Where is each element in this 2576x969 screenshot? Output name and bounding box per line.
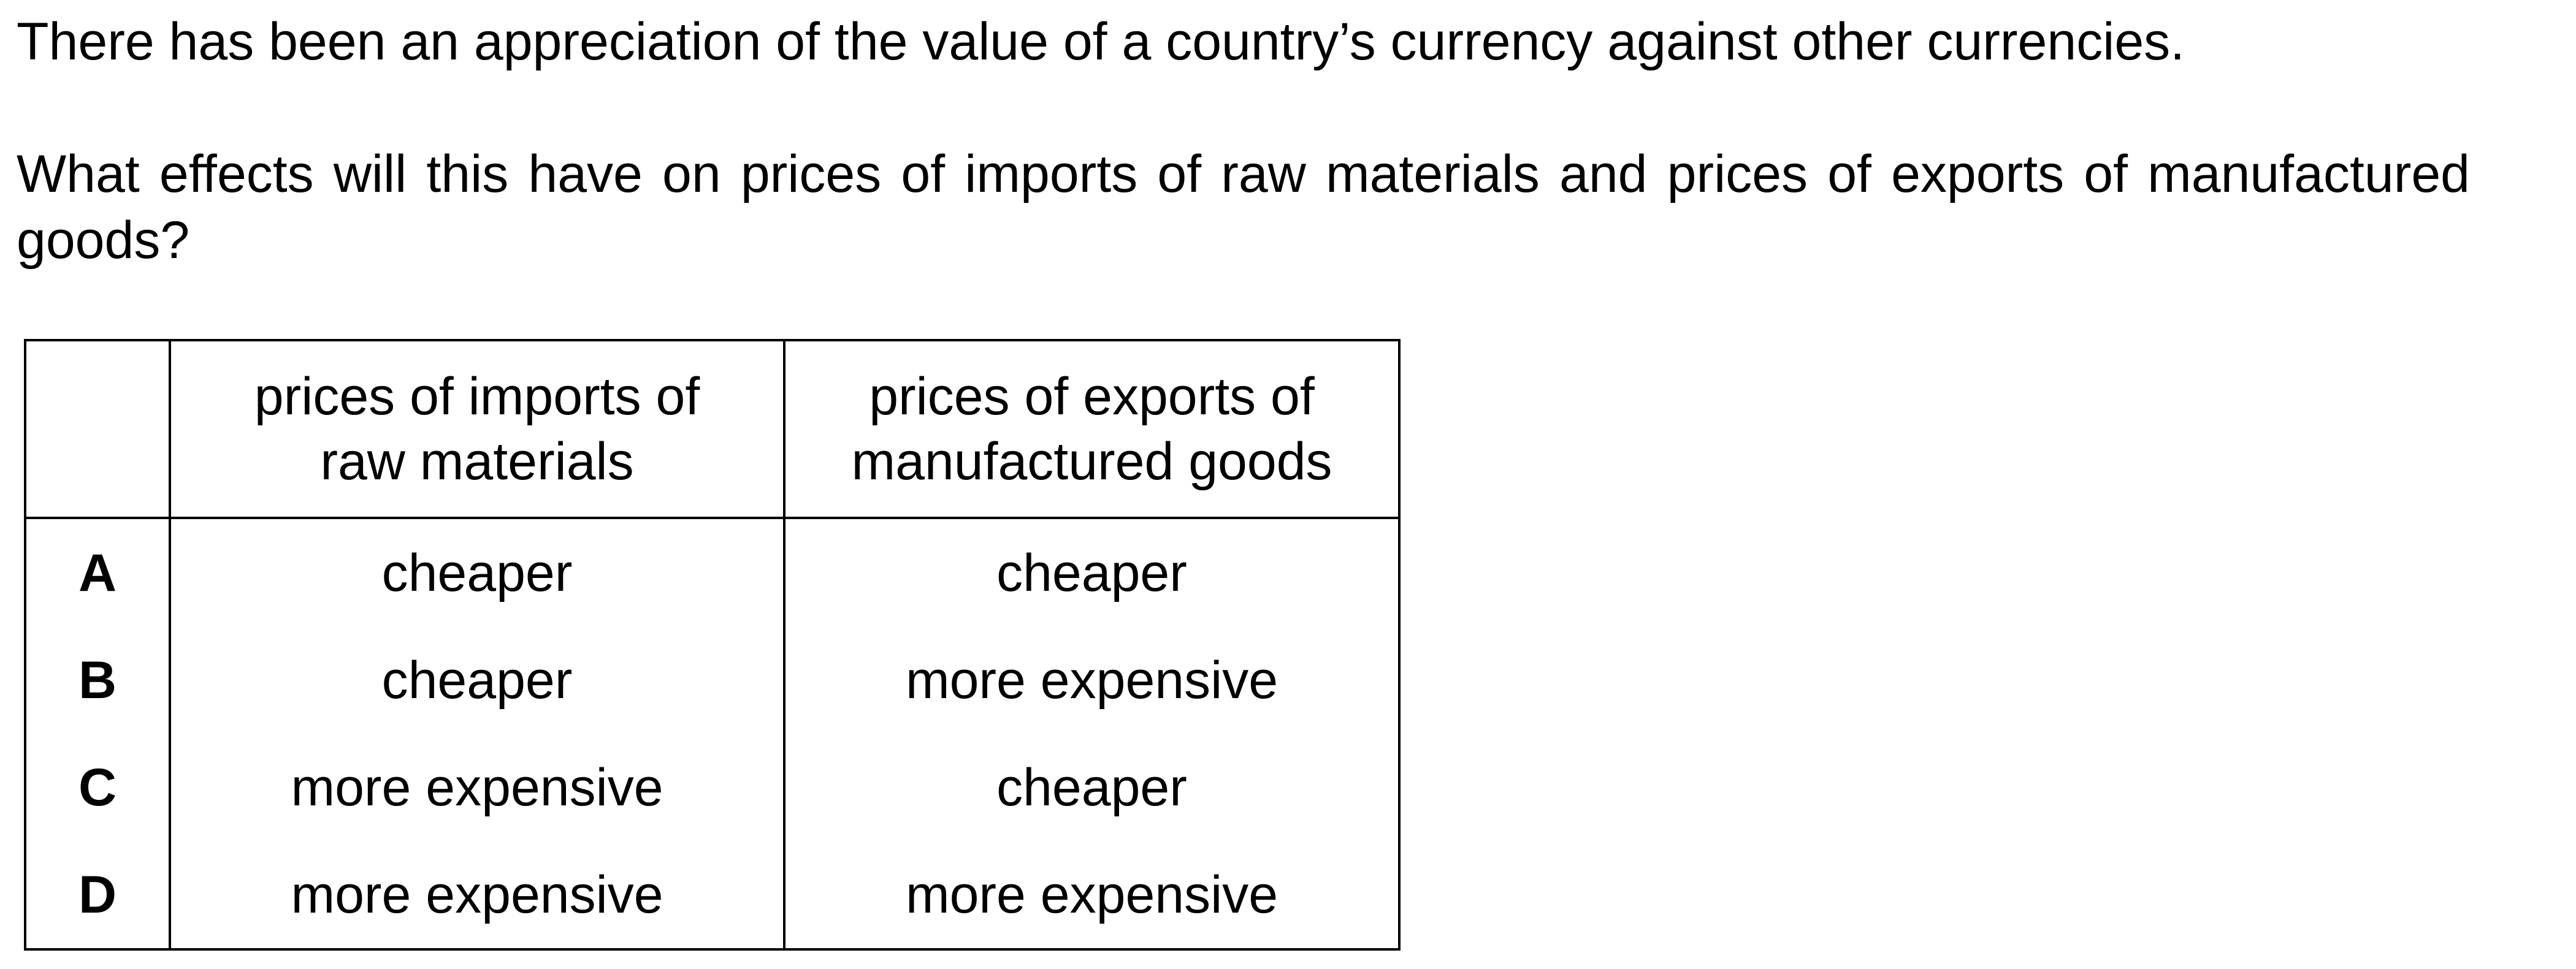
header-imports-line2: raw materials bbox=[320, 432, 634, 491]
option-imports: cheaper bbox=[169, 626, 785, 734]
option-row-b[interactable]: B cheaper more expensive bbox=[24, 626, 1401, 734]
option-imports: more expensive bbox=[169, 734, 785, 841]
header-imports-line1: prices of imports of bbox=[254, 367, 700, 426]
option-letter: C bbox=[24, 734, 171, 841]
option-exports: more expensive bbox=[783, 626, 1401, 734]
option-imports: cheaper bbox=[169, 518, 785, 626]
option-exports: more expensive bbox=[783, 841, 1401, 951]
header-exports: prices of exports of manufactured goods bbox=[783, 339, 1401, 519]
option-row-c[interactable]: C more expensive cheaper bbox=[24, 734, 1401, 841]
option-letter: A bbox=[24, 518, 171, 626]
option-row-d[interactable]: D more expensive more expensive bbox=[24, 841, 1401, 951]
option-exports: cheaper bbox=[783, 734, 1401, 841]
header-exports-line2: manufactured goods bbox=[851, 432, 1332, 491]
option-imports: more expensive bbox=[169, 841, 785, 951]
header-exports-line1: prices of exports of bbox=[869, 367, 1315, 426]
option-exports: cheaper bbox=[783, 518, 1401, 626]
option-row-a[interactable]: A cheaper cheaper bbox=[24, 518, 1401, 626]
option-letter: D bbox=[24, 841, 171, 951]
question-prompt: What effects will this have on prices of… bbox=[17, 145, 2470, 270]
option-letter: B bbox=[24, 626, 171, 734]
table-header-row: prices of imports of raw materials price… bbox=[24, 339, 1401, 519]
header-imports: prices of imports of raw materials bbox=[169, 339, 785, 519]
question-stem: There has been an appreciation of the va… bbox=[17, 12, 2185, 71]
header-blank-cell bbox=[24, 339, 171, 519]
answer-options-table: prices of imports of raw materials price… bbox=[24, 339, 1401, 951]
